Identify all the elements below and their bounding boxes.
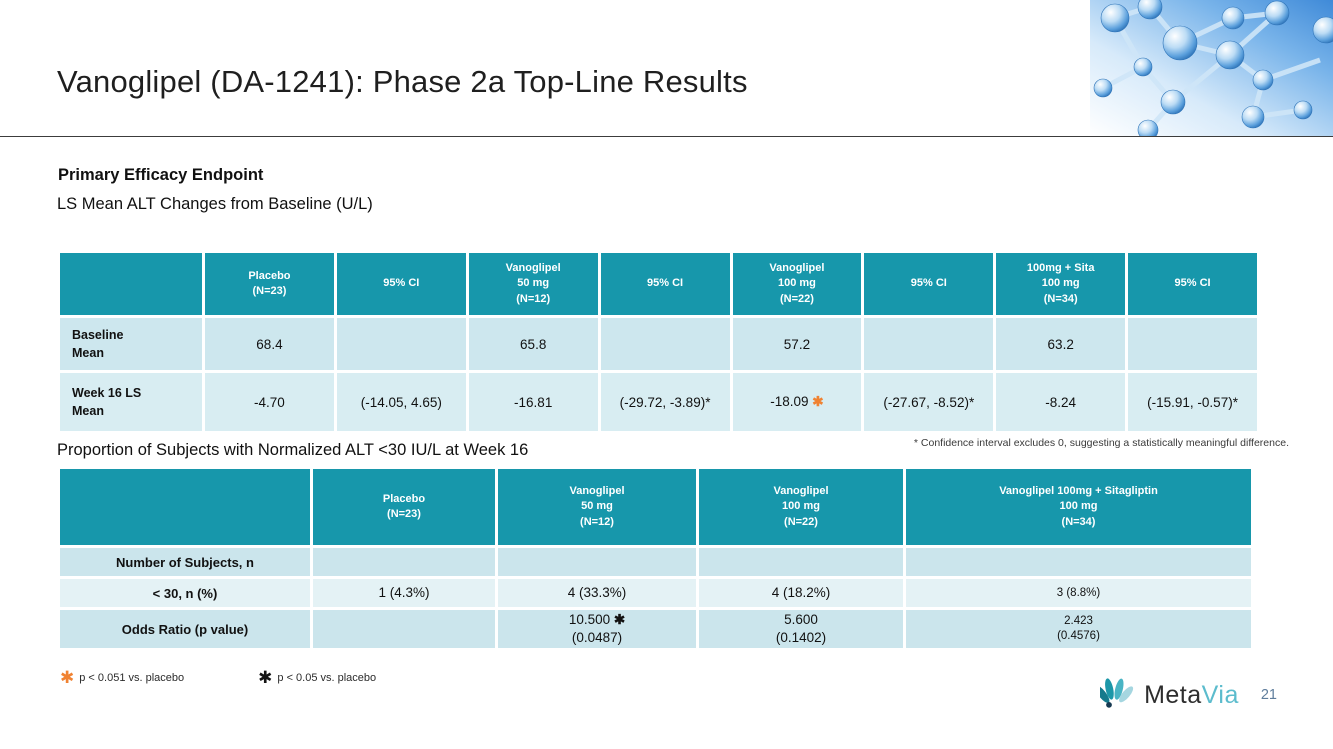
column-header: 95% CI <box>600 253 730 315</box>
column-header: Vanoglipel 100 mg (N=22) <box>699 469 903 545</box>
table-cell: 1 (4.3%) <box>313 579 495 607</box>
table-cell: 4 (33.3%) <box>498 579 696 607</box>
table-cell <box>600 318 730 370</box>
column-header <box>60 469 310 545</box>
table-cell: 4 (18.2%) <box>699 579 903 607</box>
table-cell: -8.24 <box>996 373 1126 431</box>
black-asterisk-icon: ✱ <box>258 668 273 687</box>
table-cell: 68.4 <box>205 318 334 370</box>
metavia-logo-icon <box>1100 678 1134 708</box>
table-cell: 5.600 (0.1402) <box>699 610 903 648</box>
column-header: Placebo (N=23) <box>313 469 495 545</box>
row-header-cell: < 30, n (%) <box>60 579 310 607</box>
ci-footnote: * Confidence interval excludes 0, sugges… <box>913 437 1289 449</box>
column-header <box>60 253 202 315</box>
footnote-orange-text: p < 0.051 vs. placebo <box>79 671 185 684</box>
logo-meta-text: Meta <box>1144 680 1202 709</box>
table-cell: -4.70 <box>205 373 334 431</box>
metavia-logo: MetaVia 21 <box>1100 676 1277 714</box>
table-cell: -18.09 ✱ <box>732 373 862 431</box>
footnote-black-text: p < 0.05 vs. placebo <box>277 671 377 684</box>
row-header-cell: Week 16 LS Mean <box>60 373 202 431</box>
ls-mean-subheading: LS Mean ALT Changes from Baseline (U/L) <box>57 195 373 213</box>
table-row: Baseline Mean 68.4 65.8 57.2 63.2 <box>60 318 1257 370</box>
table-cell: 10.500 ✱ (0.0487) <box>498 610 696 648</box>
table-row: Odds Ratio (p value) 10.500 ✱ (0.0487) 5.60… <box>60 610 1251 648</box>
table-cell: 65.8 <box>468 318 598 370</box>
ls-mean-alt-table: Placebo (N=23) 95% CI Vanoglipel 50 mg (N=12)… <box>57 250 1260 434</box>
table-cell <box>313 610 495 648</box>
normalized-alt-table: Placebo (N=23) Vanoglipel 50 mg (N=12) Vanogl… <box>57 466 1254 651</box>
column-header: 95% CI <box>864 253 994 315</box>
column-header: Vanoglipel 100 mg (N=22) <box>732 253 862 315</box>
column-header: 100mg + Sita 100 mg (N=34) <box>996 253 1126 315</box>
page-number: 21 <box>1260 687 1277 703</box>
column-header: Vanoglipel 50 mg (N=12) <box>468 253 598 315</box>
table-cell <box>313 548 495 576</box>
table-cell: 2.423 (0.4576) <box>906 610 1251 648</box>
table-cell: (-14.05, 4.65) <box>336 373 466 431</box>
column-header: 95% CI <box>1128 253 1257 315</box>
table-cell <box>864 318 994 370</box>
primary-endpoint-heading: Primary Efficacy Endpoint <box>58 166 264 184</box>
table-cell <box>498 548 696 576</box>
row-header-cell: Odds Ratio (p value) <box>60 610 310 648</box>
column-header: Vanoglipel 50 mg (N=12) <box>498 469 696 545</box>
table-cell: -16.81 <box>468 373 598 431</box>
column-header: Vanoglipel 100mg + Sitagliptin 100 mg (N=3… <box>906 469 1251 545</box>
table-cell: (-27.67, -8.52)* <box>864 373 994 431</box>
table-cell: 3 (8.8%) <box>906 579 1251 607</box>
orange-asterisk-icon: ✱ <box>60 668 75 687</box>
page-title: Vanoglipel (DA-1241): Phase 2a Top-Line … <box>57 64 748 99</box>
footnote-black: ✱ p < 0.05 vs. placebo <box>258 669 376 686</box>
table-row: Number of Subjects, n <box>60 548 1251 576</box>
table-cell <box>1128 318 1257 370</box>
table-cell: (-29.72, -3.89)* <box>600 373 730 431</box>
table-row: < 30, n (%) 1 (4.3%) 4 (33.3%) 4 (18.2%) 3 (… <box>60 579 1251 607</box>
column-header: Placebo (N=23) <box>205 253 334 315</box>
table-cell: 63.2 <box>996 318 1126 370</box>
molecule-image <box>1090 0 1333 136</box>
footnote-orange: ✱ p < 0.051 vs. placebo <box>60 669 184 686</box>
normalized-alt-heading: Proportion of Subjects with Normalized A… <box>57 441 529 459</box>
column-header: 95% CI <box>336 253 466 315</box>
logo-wordmark: MetaVia <box>1144 681 1239 710</box>
title-divider <box>0 136 1333 137</box>
row-header-cell: Baseline Mean <box>60 318 202 370</box>
table-cell <box>699 548 903 576</box>
table-cell: (-15.91, -0.57)* <box>1128 373 1257 431</box>
row-header-cell: Number of Subjects, n <box>60 548 310 576</box>
logo-via-text: Via <box>1201 680 1239 709</box>
table-row: Week 16 LS Mean -4.70 (-14.05, 4.65) -16.81(… <box>60 373 1257 431</box>
table-cell <box>906 548 1251 576</box>
table-cell: 57.2 <box>732 318 862 370</box>
footnotes: ✱ p < 0.051 vs. placebo ✱ p < 0.05 vs. p… <box>60 669 376 686</box>
table-cell <box>336 318 466 370</box>
